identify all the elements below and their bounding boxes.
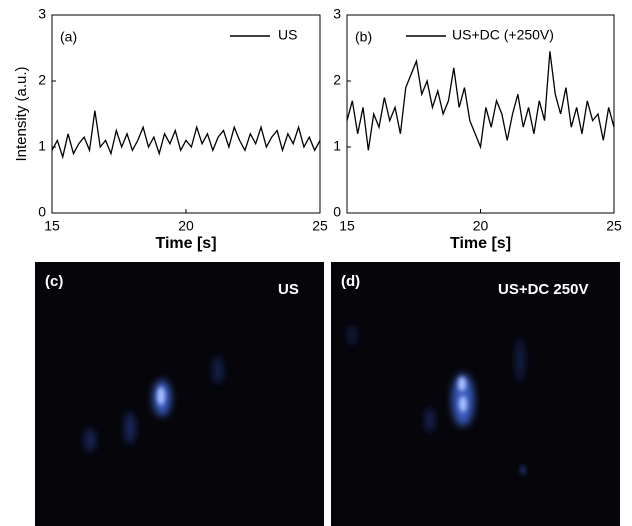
image-caption: US: [278, 281, 299, 298]
y-tick-label: 3: [38, 6, 46, 22]
x-axis-label: Time [s]: [450, 235, 511, 252]
legend-label: US: [278, 27, 297, 43]
y-tick-label: 0: [333, 204, 341, 220]
y-tick-label: 0: [38, 204, 46, 220]
image-panel: (d) US+DC 250V: [331, 262, 620, 526]
plot-frame: [51, 14, 321, 214]
x-tick-label: 25: [312, 218, 328, 234]
data-line: [51, 110, 321, 160]
y-axis-label: Intensity (a.u.): [13, 66, 30, 161]
y-tick-label: 2: [38, 72, 46, 88]
x-tick-label: 15: [44, 218, 60, 234]
image-panel: (c) US: [35, 262, 324, 526]
y-tick-label: 1: [38, 138, 46, 154]
image-label: (c): [45, 273, 63, 290]
panel-label: (b): [355, 29, 372, 45]
y-tick-label: 3: [333, 6, 341, 22]
image-label: (d): [341, 273, 360, 290]
legend-label: US+DC (+250V): [452, 27, 554, 43]
panel-label: (a): [60, 29, 77, 45]
x-tick-label: 20: [178, 218, 194, 234]
plot-frame: [346, 14, 615, 214]
y-tick-label: 1: [333, 138, 341, 154]
y-tick-label: 2: [333, 72, 341, 88]
x-tick-label: 15: [339, 218, 355, 234]
x-axis-label: Time [s]: [155, 235, 216, 252]
x-tick-label: 20: [473, 218, 489, 234]
image-caption: US+DC 250V: [498, 281, 588, 298]
x-tick-label: 25: [606, 218, 622, 234]
data-line: [346, 51, 615, 151]
